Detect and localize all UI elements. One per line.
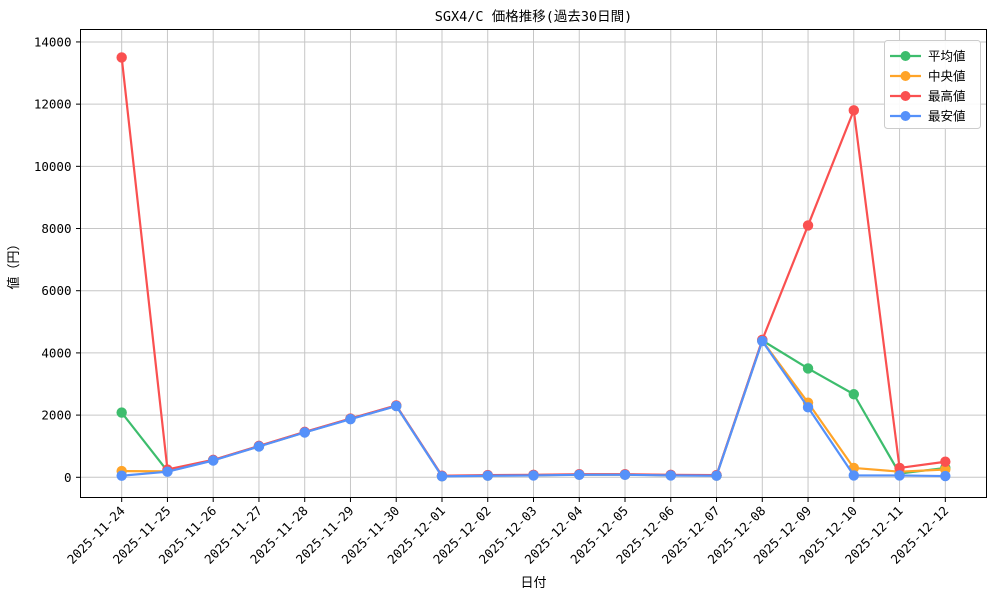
series-marker-最安値 xyxy=(207,455,219,466)
series-marker-最安値 xyxy=(619,469,631,480)
y-tick-label: 10000 xyxy=(34,159,72,174)
y-tick-label: 4000 xyxy=(41,345,71,360)
series-marker-最安値 xyxy=(940,470,951,482)
chart-title: SGX4/C 価格推移(過去30日間) xyxy=(435,9,632,25)
y-tick-label: 14000 xyxy=(34,34,72,49)
series-marker-最高値 xyxy=(116,52,127,63)
series-marker-最安値 xyxy=(848,470,860,481)
series-marker-最安値 xyxy=(345,413,356,425)
series-marker-最高値 xyxy=(848,105,860,116)
y-tick-label: 8000 xyxy=(41,221,71,236)
series-marker-最安値 xyxy=(757,335,768,347)
series-marker-最安値 xyxy=(436,471,448,482)
legend-item-label: 最安値 xyxy=(928,109,966,124)
series-marker-最安値 xyxy=(391,400,402,412)
legend-swatch-marker xyxy=(900,111,911,121)
y-tick-label: 0 xyxy=(64,470,72,485)
legend-swatch-marker xyxy=(900,51,911,61)
series-marker-最安値 xyxy=(802,402,814,413)
y-axis-label: 値（円） xyxy=(6,237,22,289)
y-tick-label: 12000 xyxy=(34,97,72,112)
x-axis-label: 日付 xyxy=(520,576,546,591)
series-marker-平均値 xyxy=(116,407,127,418)
series-marker-最安値 xyxy=(116,470,127,481)
legend-swatch-marker xyxy=(900,91,911,101)
series-marker-最安値 xyxy=(711,470,722,481)
series-marker-最安値 xyxy=(253,441,265,452)
series-marker-最高値 xyxy=(802,220,814,231)
series-marker-最安値 xyxy=(665,470,676,481)
series-marker-最安値 xyxy=(528,470,539,481)
series-marker-平均値 xyxy=(802,363,814,374)
series-marker-平均値 xyxy=(848,389,860,400)
series-marker-最安値 xyxy=(894,470,905,481)
legend-box xyxy=(884,40,981,129)
legend-item-label: 最高値 xyxy=(928,89,966,104)
legend-swatch-marker xyxy=(900,71,911,81)
legend-item-label: 平均値 xyxy=(928,49,966,64)
legend-item-label: 中央値 xyxy=(928,69,966,84)
y-tick-label: 2000 xyxy=(41,408,71,423)
series-marker-最安値 xyxy=(299,427,310,438)
series-marker-最高値 xyxy=(940,456,951,467)
series-marker-最安値 xyxy=(162,466,173,477)
series-marker-最安値 xyxy=(574,469,585,480)
series-marker-最安値 xyxy=(482,470,493,481)
series-marker-最高値 xyxy=(894,462,905,474)
y-tick-label: 6000 xyxy=(41,283,71,298)
